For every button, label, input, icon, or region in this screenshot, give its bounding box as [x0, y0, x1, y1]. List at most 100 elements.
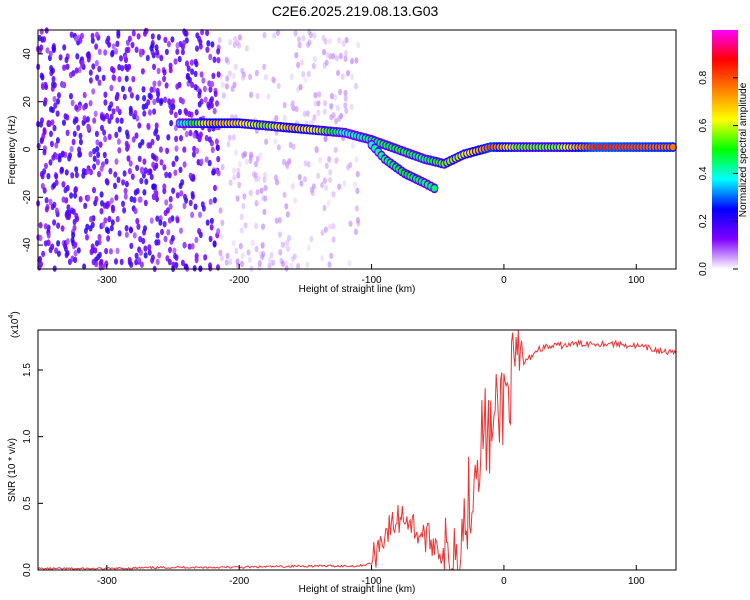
- heatmap-noise-blob: [42, 168, 47, 175]
- heatmap-noise-blob: [103, 91, 108, 98]
- heatmap-noise-blob: [135, 187, 140, 195]
- heatmap-noise-blob: [111, 43, 116, 50]
- heatmap-noise-blob: [132, 196, 137, 204]
- heatmap-noise-blob: [162, 75, 167, 83]
- heatmap-noise-blob: [301, 34, 306, 42]
- heatmap-noise-blob: [94, 196, 99, 203]
- heatmap-noise-blob: [149, 173, 154, 181]
- heatmap-noise-blob: [106, 35, 111, 42]
- heatmap-noise-blob: [261, 251, 266, 258]
- heatmap-noise-blob: [299, 180, 304, 187]
- heatmap-noise-blob: [99, 165, 104, 172]
- heatmap-noise-blob: [117, 63, 122, 71]
- heatmap-y-tick-label: -20: [22, 190, 33, 205]
- heatmap-noise-blob: [152, 98, 157, 106]
- heatmap-noise-blob: [248, 73, 253, 81]
- heatmap-noise-blob: [320, 229, 325, 236]
- heatmap-noise-blob: [291, 143, 296, 150]
- heatmap-noise-blob: [65, 63, 70, 70]
- heatmap-noise-blob: [286, 245, 291, 252]
- heatmap-x-label: Height of straight line (km): [299, 284, 416, 295]
- heatmap-noise-blob: [172, 247, 177, 254]
- heatmap-noise-blob: [74, 166, 79, 173]
- heatmap-noise-blob: [113, 171, 118, 178]
- heatmap-noise-blob: [244, 158, 249, 166]
- heatmap-noise-blob: [324, 184, 329, 191]
- heatmap-noise-blob: [343, 95, 348, 102]
- heatmap-noise-blob: [86, 194, 91, 202]
- heatmap-noise-blob: [73, 187, 78, 194]
- heatmap-noise-blob: [171, 103, 176, 111]
- heatmap-noise-blob: [65, 184, 70, 192]
- heatmap-noise-blob: [194, 60, 199, 68]
- heatmap-noise-blob: [208, 262, 212, 269]
- heatmap-noise-blob: [156, 34, 161, 41]
- heatmap-noise-blob: [166, 229, 171, 236]
- heatmap-noise-blob: [46, 232, 51, 239]
- heatmap-noise-blob: [109, 197, 114, 204]
- heatmap-noise-blob: [203, 254, 208, 261]
- heatmap-noise-blob: [263, 195, 268, 202]
- heatmap-noise-blob: [142, 95, 147, 102]
- colorbar-ticks: 0.0 0.2 0.4 0.6 0.8: [698, 70, 738, 276]
- heatmap-noise-blob: [152, 80, 157, 87]
- heatmap-noise-blob: [54, 173, 59, 180]
- heatmap-noise-blob: [273, 138, 278, 145]
- heatmap-noise-blob: [297, 41, 302, 49]
- heatmap-noise-blob: [54, 142, 59, 149]
- heatmap-noise-blob: [60, 225, 65, 232]
- heatmap-noise-blob: [78, 138, 83, 146]
- heatmap-noise-blob: [234, 149, 239, 156]
- heatmap-noise-blob: [320, 181, 325, 189]
- heatmap-noise-blob: [340, 73, 345, 80]
- heatmap-noise-blob: [100, 114, 104, 121]
- heatmap-noise-blob: [192, 265, 197, 272]
- heatmap-noise-blob: [334, 118, 338, 125]
- heatmap-noise-blob: [75, 53, 80, 60]
- heatmap-noise-blob: [220, 219, 225, 226]
- heatmap-noise-blob: [354, 83, 358, 90]
- heatmap-noise-blob: [76, 124, 81, 132]
- snr-x-ticks: -300 -200 -100 0 100: [97, 565, 645, 587]
- heatmap-noise-blob: [153, 130, 158, 137]
- heatmap-noise-blob: [48, 198, 53, 206]
- heatmap-noise-blob: [99, 191, 104, 198]
- heatmap-noise-blob: [228, 179, 233, 186]
- heatmap-noise-blob: [342, 180, 347, 187]
- heatmap-noise-blob: [192, 145, 197, 153]
- heatmap-noise-blob: [193, 84, 198, 91]
- heatmap-noise-blob: [276, 29, 280, 36]
- heatmap-noise-blob: [306, 161, 311, 168]
- heatmap-noise-blob: [299, 59, 304, 66]
- heatmap-noise-blob: [276, 144, 281, 151]
- heatmap-noise-blob: [143, 167, 148, 174]
- heatmap-noise-blob: [155, 87, 160, 95]
- heatmap-noise-blob: [115, 117, 120, 124]
- snr-y-ticks: 0.0 0.5 1.0 1.5: [22, 363, 43, 577]
- heatmap-noise-blob: [311, 62, 316, 70]
- heatmap-noise-blob: [188, 129, 193, 137]
- heatmap-noise-blob: [111, 67, 116, 74]
- heatmap-x-tick-label: -300: [97, 275, 117, 286]
- heatmap-noise-blob: [155, 232, 160, 239]
- heatmap-noise-blob: [85, 234, 89, 241]
- heatmap-noise-blob: [212, 107, 217, 115]
- heatmap-noise-blob: [354, 57, 359, 64]
- heatmap-noise-blob: [205, 219, 210, 226]
- heatmap-noise-blob: [190, 193, 195, 200]
- heatmap-x-tick-label: -100: [362, 275, 382, 286]
- heatmap-noise-blob: [71, 138, 76, 146]
- heatmap-noise-blob: [119, 117, 124, 124]
- heatmap-noise-blob: [335, 104, 340, 112]
- heatmap-noise-blob: [216, 48, 221, 55]
- heatmap-noise-blob: [301, 71, 306, 78]
- heatmap-noise-blob: [216, 71, 221, 78]
- heatmap-noise-blob: [186, 65, 191, 72]
- heatmap-noise-blob: [111, 74, 116, 81]
- heatmap-noise-blob: [207, 80, 212, 87]
- heatmap-noise-blob: [80, 59, 85, 66]
- heatmap-noise-blob: [67, 155, 72, 162]
- heatmap-noise-blob: [152, 63, 156, 70]
- heatmap-x-ticks: -300 -200 -100 0 100: [97, 264, 645, 286]
- heatmap-noise-blob: [296, 61, 301, 69]
